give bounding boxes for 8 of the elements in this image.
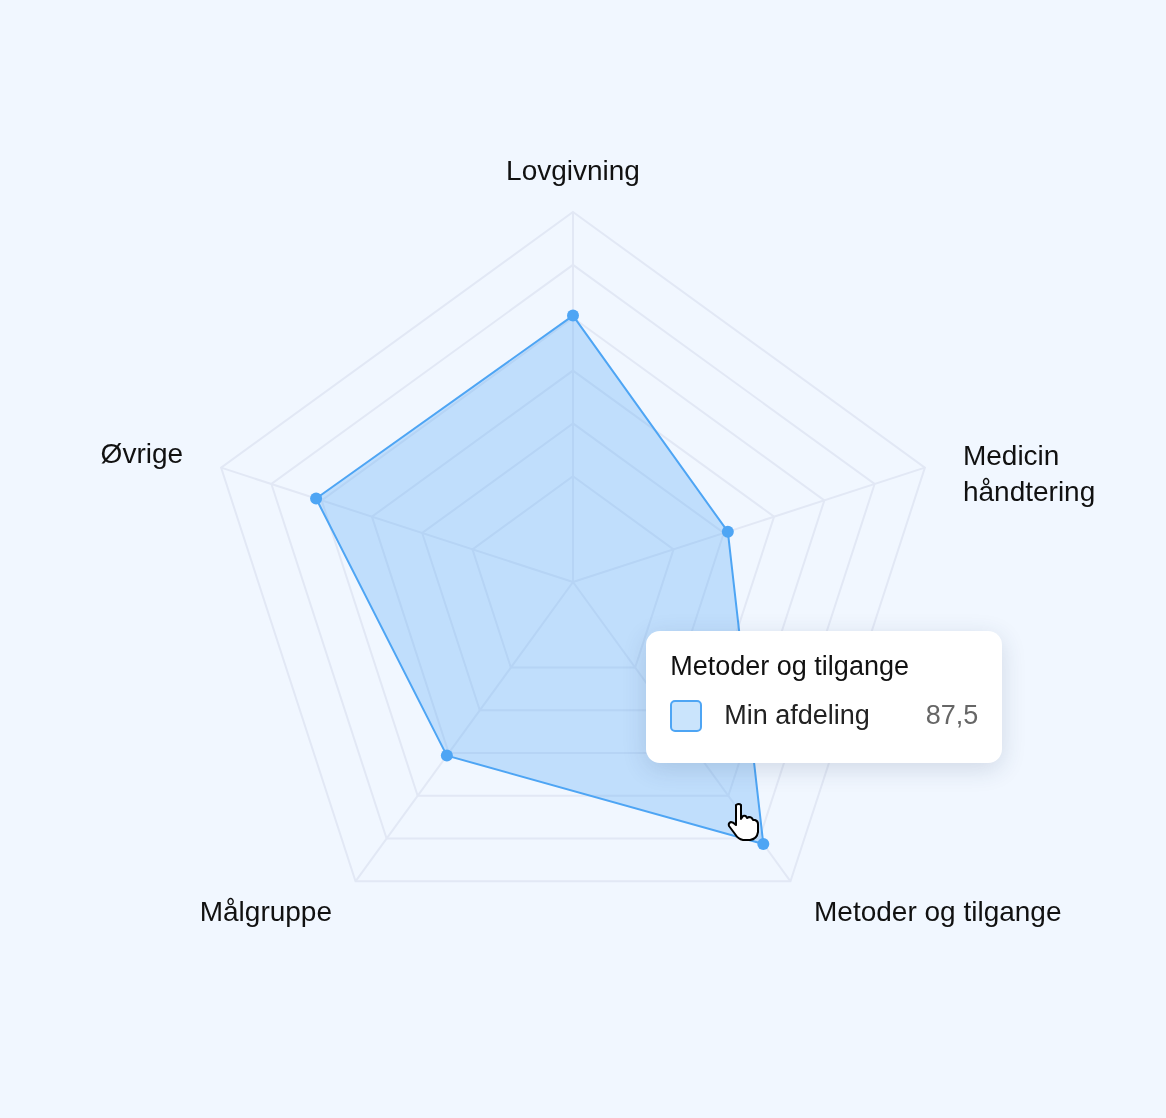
- text: Metoder og tilgange: [670, 650, 910, 682]
- spoke-label: Metoder og tilgange: [813, 896, 1062, 928]
- spoke-label: Øvrige: [100, 438, 184, 470]
- text: 87,5: [925, 700, 979, 732]
- spoke-label: Lovgivning: [506, 154, 640, 186]
- legend-label: Min afdeling: [724, 700, 871, 732]
- spoke-label: Medicin håndtering: [962, 440, 1096, 508]
- spoke-label: Målgruppe: [199, 896, 333, 928]
